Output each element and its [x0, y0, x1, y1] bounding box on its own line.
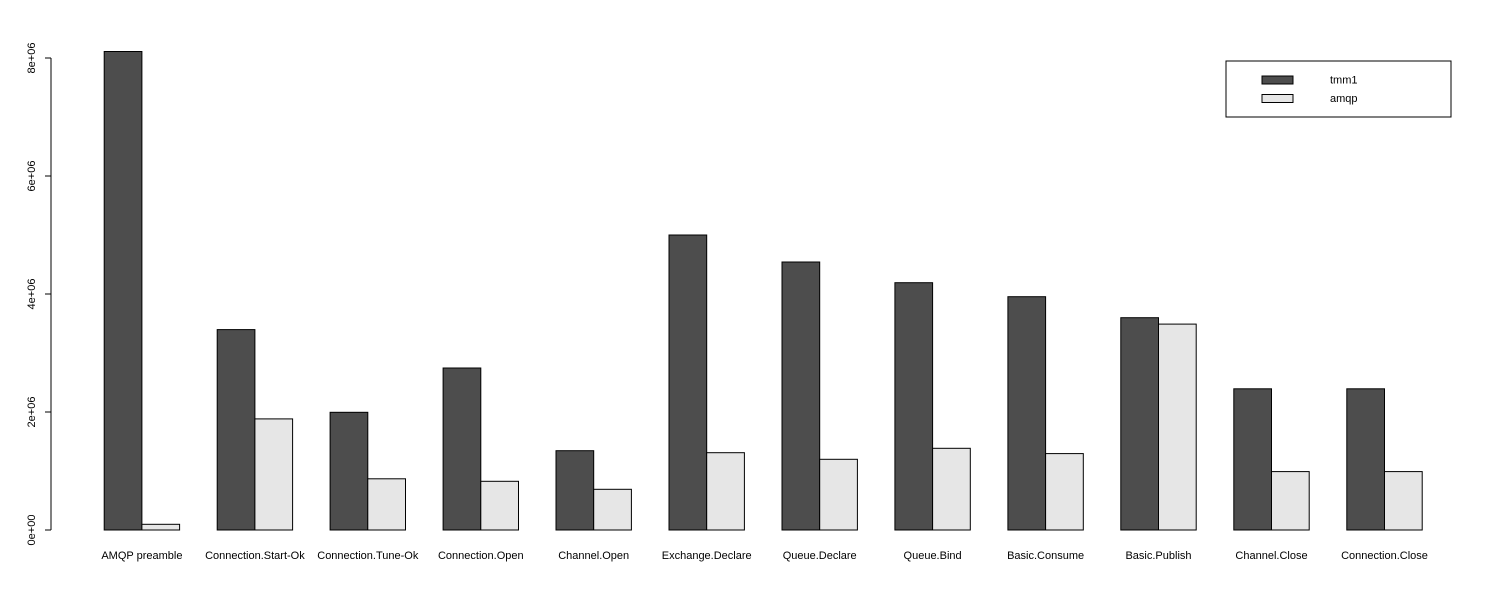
svg-text:Exchange.Declare: Exchange.Declare	[662, 550, 752, 562]
svg-text:Connection.Tune-Ok: Connection.Tune-Ok	[317, 550, 419, 562]
svg-text:0e+00: 0e+00	[26, 515, 38, 546]
svg-text:Connection.Start-Ok: Connection.Start-Ok	[205, 550, 305, 562]
svg-text:6e+06: 6e+06	[26, 161, 38, 192]
svg-text:AMQP preamble: AMQP preamble	[101, 550, 182, 562]
svg-text:8e+06: 8e+06	[26, 43, 38, 74]
svg-text:tmm1: tmm1	[1330, 75, 1358, 87]
svg-text:4e+06: 4e+06	[26, 279, 38, 310]
svg-text:2e+06: 2e+06	[26, 397, 38, 428]
svg-text:Connection.Open: Connection.Open	[438, 550, 524, 562]
svg-text:amqp: amqp	[1330, 93, 1358, 105]
svg-text:Connection.Close: Connection.Close	[1341, 550, 1428, 562]
svg-text:Basic.Consume: Basic.Consume	[1007, 550, 1084, 562]
svg-text:Queue.Declare: Queue.Declare	[783, 550, 857, 562]
svg-text:Channel.Close: Channel.Close	[1235, 550, 1307, 562]
svg-text:Basic.Publish: Basic.Publish	[1125, 550, 1191, 562]
svg-text:Channel.Open: Channel.Open	[558, 550, 629, 562]
svg-text:Queue.Bind: Queue.Bind	[904, 550, 962, 562]
